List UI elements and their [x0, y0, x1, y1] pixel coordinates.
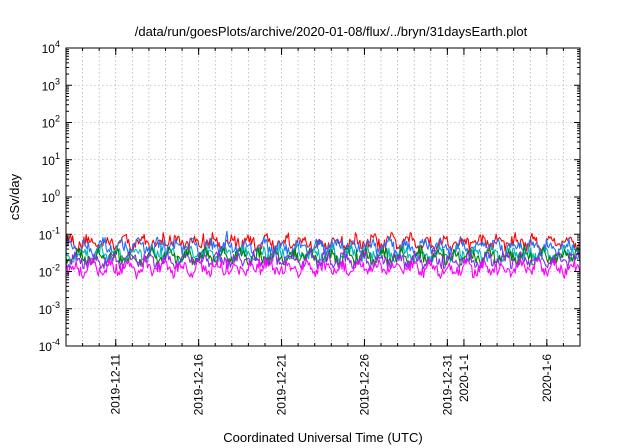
y-tick-label: 10-3 — [39, 300, 60, 317]
y-tick-label: 104 — [42, 39, 60, 56]
series-line — [65, 230, 581, 258]
x-tick-label: 2019-12-16 — [192, 354, 206, 416]
x-tick-label: 2019-12-31 — [440, 354, 454, 416]
x-tick-label: 2019-12-11 — [109, 354, 123, 415]
series-line — [65, 244, 581, 266]
y-tick-label: 10-4 — [39, 337, 60, 354]
y-tick-label: 10-1 — [39, 225, 60, 242]
y-tick-label: 100 — [42, 188, 60, 205]
x-tick-label: 2019-12-26 — [357, 354, 371, 416]
series-line — [65, 248, 581, 270]
y-tick-label: 102 — [42, 114, 60, 131]
y-tick-label: 10-2 — [39, 263, 60, 280]
y-tick-label: 101 — [42, 151, 60, 168]
x-tick-label: 2019-12-21 — [275, 354, 289, 416]
x-tick-label: 2020-1-1 — [457, 354, 471, 402]
axes: 10-4 10-3 10-2 10-1 100 101 102 103 104 2019-12-1… — [39, 39, 581, 416]
x-axis-label: Coordinated Universal Time (UTC) — [223, 430, 422, 445]
grid — [65, 47, 581, 347]
y-axis-label: cSv/day — [7, 173, 22, 220]
series-line — [65, 253, 581, 280]
plot-frame — [65, 47, 581, 347]
series-group — [65, 230, 581, 280]
chart-title: /data/run/goesPlots/archive/2020-01-08/f… — [135, 24, 528, 39]
y-tick-label: 103 — [42, 76, 60, 93]
x-tick-label: 2020-1-6 — [540, 354, 554, 402]
